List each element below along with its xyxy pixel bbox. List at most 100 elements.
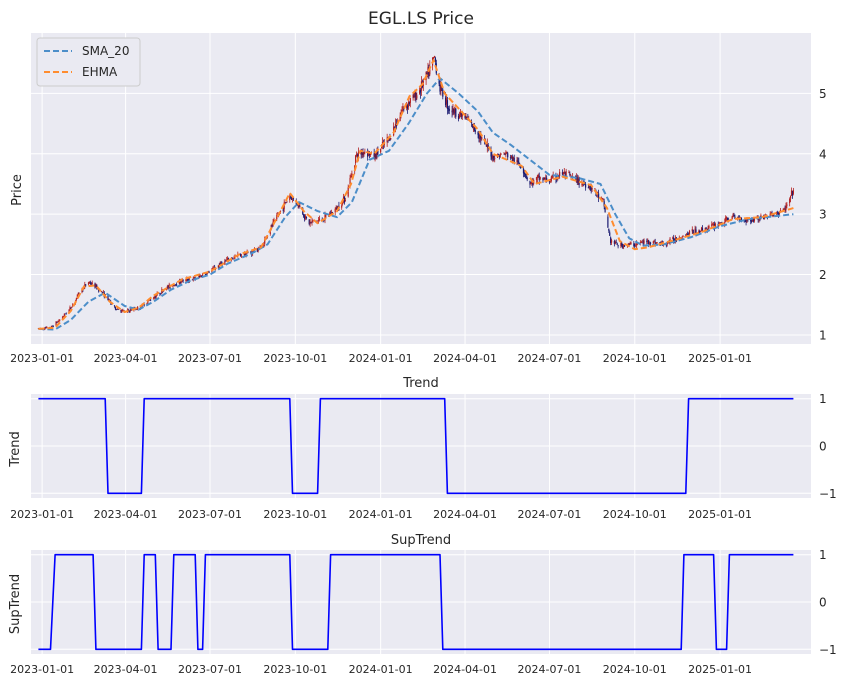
candle-body <box>537 174 539 177</box>
trend-y-axis-label: Trend <box>8 431 23 468</box>
candle-body <box>154 296 156 298</box>
x-tick-label: 2023-04-01 <box>94 352 158 365</box>
candle-body <box>607 216 609 228</box>
candle-body <box>474 129 476 132</box>
candle-body <box>240 255 243 257</box>
candle-body <box>263 245 265 246</box>
candle-body <box>726 217 729 220</box>
candle-body <box>408 102 411 104</box>
candle-body <box>568 172 570 173</box>
candle-body <box>129 309 131 312</box>
price-chart-title: EGL.LS Price <box>368 9 474 29</box>
candle-body <box>445 98 448 105</box>
candle-body <box>724 222 726 224</box>
candle-body <box>69 307 71 310</box>
price-y-axis-label: Price <box>10 174 25 206</box>
candle-body <box>114 306 116 310</box>
candle-body <box>784 208 786 212</box>
candle-body <box>305 216 308 219</box>
candle-body <box>55 321 57 326</box>
candle-body <box>453 108 455 114</box>
candle-body <box>649 242 651 244</box>
candle-body <box>494 158 496 159</box>
price-grid <box>31 33 811 344</box>
candle-body <box>692 229 694 234</box>
candle-body <box>477 132 479 135</box>
candle-body <box>329 213 331 216</box>
x-tick-label: 2024-01-01 <box>349 508 413 521</box>
candle-body <box>347 187 349 197</box>
candle-body <box>406 105 409 109</box>
candle-body <box>285 202 287 204</box>
candle-body <box>649 242 652 244</box>
candle-body <box>687 233 689 235</box>
candle-body <box>783 209 785 210</box>
candle-body <box>620 242 622 247</box>
candle-body <box>68 309 70 313</box>
candle-body <box>286 201 288 203</box>
candle-body <box>713 223 715 225</box>
candle-body <box>602 198 604 200</box>
candle-body <box>529 180 531 185</box>
candle-body <box>414 92 416 98</box>
candle-body <box>393 126 396 128</box>
candle-body <box>224 260 226 265</box>
x-tick-label: 2024-04-01 <box>433 352 497 365</box>
candle-body <box>334 208 336 213</box>
candle-body <box>542 177 544 181</box>
candle-body <box>460 112 462 117</box>
price-legend: SMA_20 EHMA <box>36 37 141 87</box>
candle-body <box>291 197 294 200</box>
candle-body <box>712 224 714 226</box>
candle-body <box>785 205 787 211</box>
candle-body <box>587 186 590 189</box>
candle-body <box>136 309 138 310</box>
candle-body <box>56 321 58 323</box>
candle-body <box>367 151 370 156</box>
candle-body <box>147 301 149 303</box>
candle-body <box>492 155 494 159</box>
candle-body <box>636 243 638 245</box>
candle-body <box>90 283 92 285</box>
candle-body <box>357 151 359 158</box>
candle-body <box>731 216 733 220</box>
candle-body <box>635 245 637 247</box>
candle-body <box>446 100 449 109</box>
candle-body <box>264 238 266 244</box>
candle-body <box>426 72 428 75</box>
x-tick-label: 2024-04-01 <box>433 508 497 521</box>
x-tick-label: 2024-10-01 <box>603 508 667 521</box>
candle-body <box>45 327 47 329</box>
candle-body <box>70 307 72 309</box>
candle-body <box>778 212 781 215</box>
candle-body <box>634 245 636 247</box>
candle-body <box>551 175 553 179</box>
y-tick-label: 3 <box>819 208 827 222</box>
candle-body <box>220 262 222 264</box>
legend-ehma-label: EHMA <box>82 65 118 79</box>
candle-body <box>448 108 450 111</box>
candle-body <box>429 66 431 75</box>
candle-body <box>439 84 441 92</box>
y-tick-label: −1 <box>819 643 837 657</box>
candle-body <box>789 198 791 204</box>
candle-body <box>656 241 658 244</box>
series-line-ehma <box>38 59 794 330</box>
candle-body <box>298 203 300 208</box>
candle-body <box>610 240 613 243</box>
candle-body <box>652 241 654 244</box>
candle-body <box>377 150 379 154</box>
candle-body <box>753 218 756 221</box>
candle-body <box>744 220 746 222</box>
candle-body <box>493 155 495 160</box>
candle-body <box>122 310 124 311</box>
candle-body <box>282 209 284 211</box>
candle-body <box>539 177 541 180</box>
candle-body <box>64 313 66 315</box>
x-tick-label: 2023-04-01 <box>94 663 158 676</box>
candle-body <box>120 310 122 312</box>
candle-body <box>276 215 278 220</box>
candle-body <box>615 242 617 244</box>
candle-body <box>271 225 273 227</box>
